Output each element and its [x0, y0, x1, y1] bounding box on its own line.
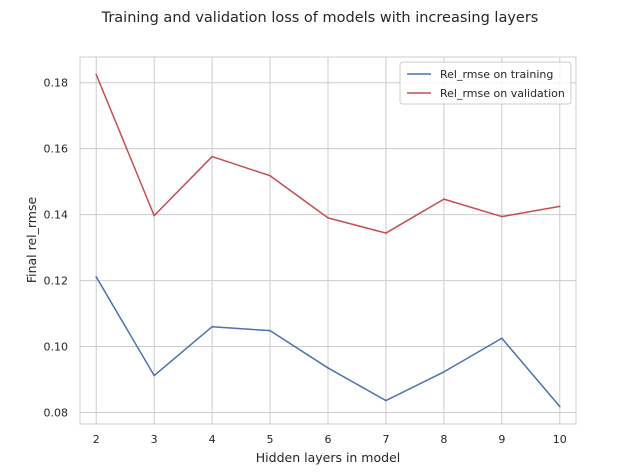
- x-tick-label: 10: [553, 433, 567, 446]
- series-0-point: [385, 399, 387, 402]
- x-tick-label: 4: [209, 433, 216, 446]
- series-0-point: [443, 371, 445, 373]
- series-1-point: [385, 232, 387, 234]
- y-tick-label: 0.14: [44, 209, 69, 222]
- legend-label-0: Rel_rmse on training: [440, 68, 553, 81]
- series-1-point: [211, 155, 213, 158]
- plot-area-frame: [79, 56, 577, 425]
- y-tick-label: 0.18: [44, 77, 69, 90]
- series-1-point: [443, 198, 445, 200]
- x-axis-label: Hidden layers in model: [256, 450, 400, 465]
- series-1-point: [269, 174, 271, 177]
- series-1-point: [153, 214, 155, 217]
- x-tick-label: 2: [93, 433, 100, 446]
- y-tick-label: 0.16: [44, 143, 69, 156]
- tick-labels: 2 3 4 5 6 7 8 9 10 0.08 0.10 0.12 0.14 0.16 0.18: [44, 77, 567, 446]
- chart-title: Training and validation loss of models w…: [101, 10, 539, 26]
- series-0-point: [558, 405, 561, 408]
- x-tick-label: 6: [325, 433, 332, 446]
- series-layer: [95, 73, 561, 408]
- y-tick-label: 0.08: [44, 406, 69, 419]
- series-0-point: [501, 337, 503, 340]
- series-1-point: [95, 73, 98, 76]
- y-axis-label: Final rel_rmse: [24, 197, 39, 284]
- y-tick-label: 0.12: [44, 275, 69, 288]
- series-0-point: [153, 374, 155, 377]
- x-tick-label: 8: [440, 433, 447, 446]
- x-tick-label: 9: [498, 433, 505, 446]
- series-1-point: [558, 205, 561, 208]
- series-0-point: [327, 367, 329, 369]
- y-tick-label: 0.10: [44, 341, 69, 354]
- series-1-point: [327, 217, 329, 219]
- x-tick-label: 5: [267, 433, 274, 446]
- grid-lines: [80, 57, 576, 424]
- x-tick-label: 7: [382, 433, 389, 446]
- legend-label-1: Rel_rmse on validation: [440, 87, 565, 100]
- legend: Rel_rmse on training Rel_rmse on validati…: [399, 61, 572, 105]
- series-0-point: [211, 325, 213, 328]
- series-1-point: [501, 215, 503, 218]
- x-tick-label: 3: [151, 433, 158, 446]
- legend-box: [399, 61, 572, 105]
- series-0-point: [95, 276, 98, 278]
- series-0-point: [269, 329, 271, 332]
